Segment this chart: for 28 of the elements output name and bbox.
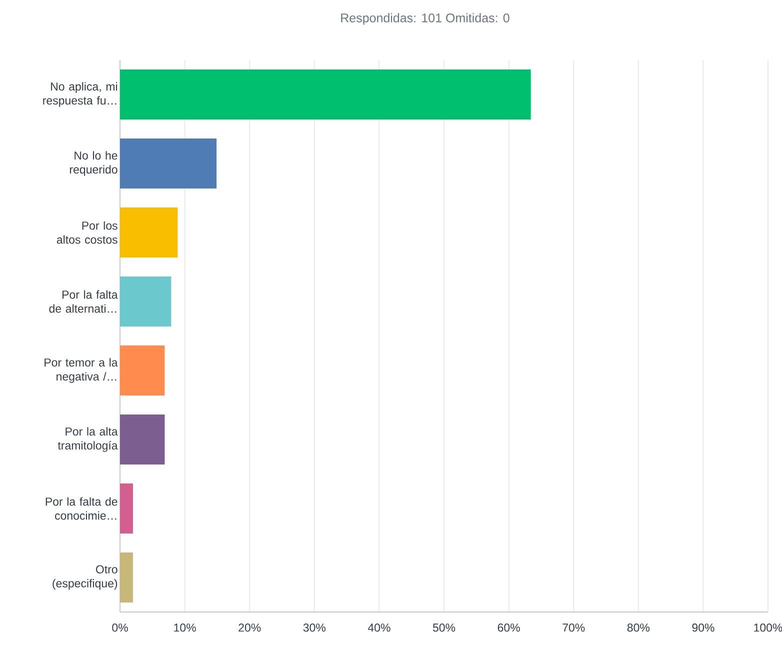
y-tick-label: No lo he requerido: [70, 151, 118, 176]
y-tick-label: Por temor a la negativa /…: [44, 358, 118, 383]
y-tick-label: Por la alta tramitología: [58, 427, 118, 452]
bar: [120, 276, 172, 326]
x-tick-label: 20%: [238, 624, 261, 632]
x-tick-label: 40%: [368, 624, 390, 632]
x-tick-label: 100%: [754, 624, 782, 632]
chart-title: Respondidas: 101 Omitidas: 0: [341, 13, 510, 25]
bar: [120, 414, 165, 464]
y-tick-label: Por los altos costos: [56, 221, 118, 244]
x-tick-label: 90%: [692, 624, 714, 632]
x-tick-label: 10%: [174, 624, 196, 632]
bar: [120, 346, 165, 396]
x-tick-label: 60%: [498, 624, 520, 632]
bar: [120, 483, 133, 534]
bar: [120, 70, 531, 120]
bar: [120, 208, 178, 258]
y-tick-label: Por la falta de conocimie…: [46, 497, 118, 520]
x-tick-label: 70%: [562, 624, 585, 632]
y-tick-label: Por la falta de alternati…: [49, 290, 118, 313]
bar: [120, 138, 217, 188]
bar: [120, 552, 133, 602]
y-tick-label: Otro (especifique): [52, 565, 118, 590]
x-tick-label: 80%: [627, 624, 650, 632]
x-tick-label: 0%: [112, 624, 128, 632]
x-tick-label: 50%: [432, 624, 456, 632]
y-tick-label: No aplica, mi respuesta fu…: [43, 82, 118, 107]
x-tick-label: 30%: [303, 624, 326, 632]
